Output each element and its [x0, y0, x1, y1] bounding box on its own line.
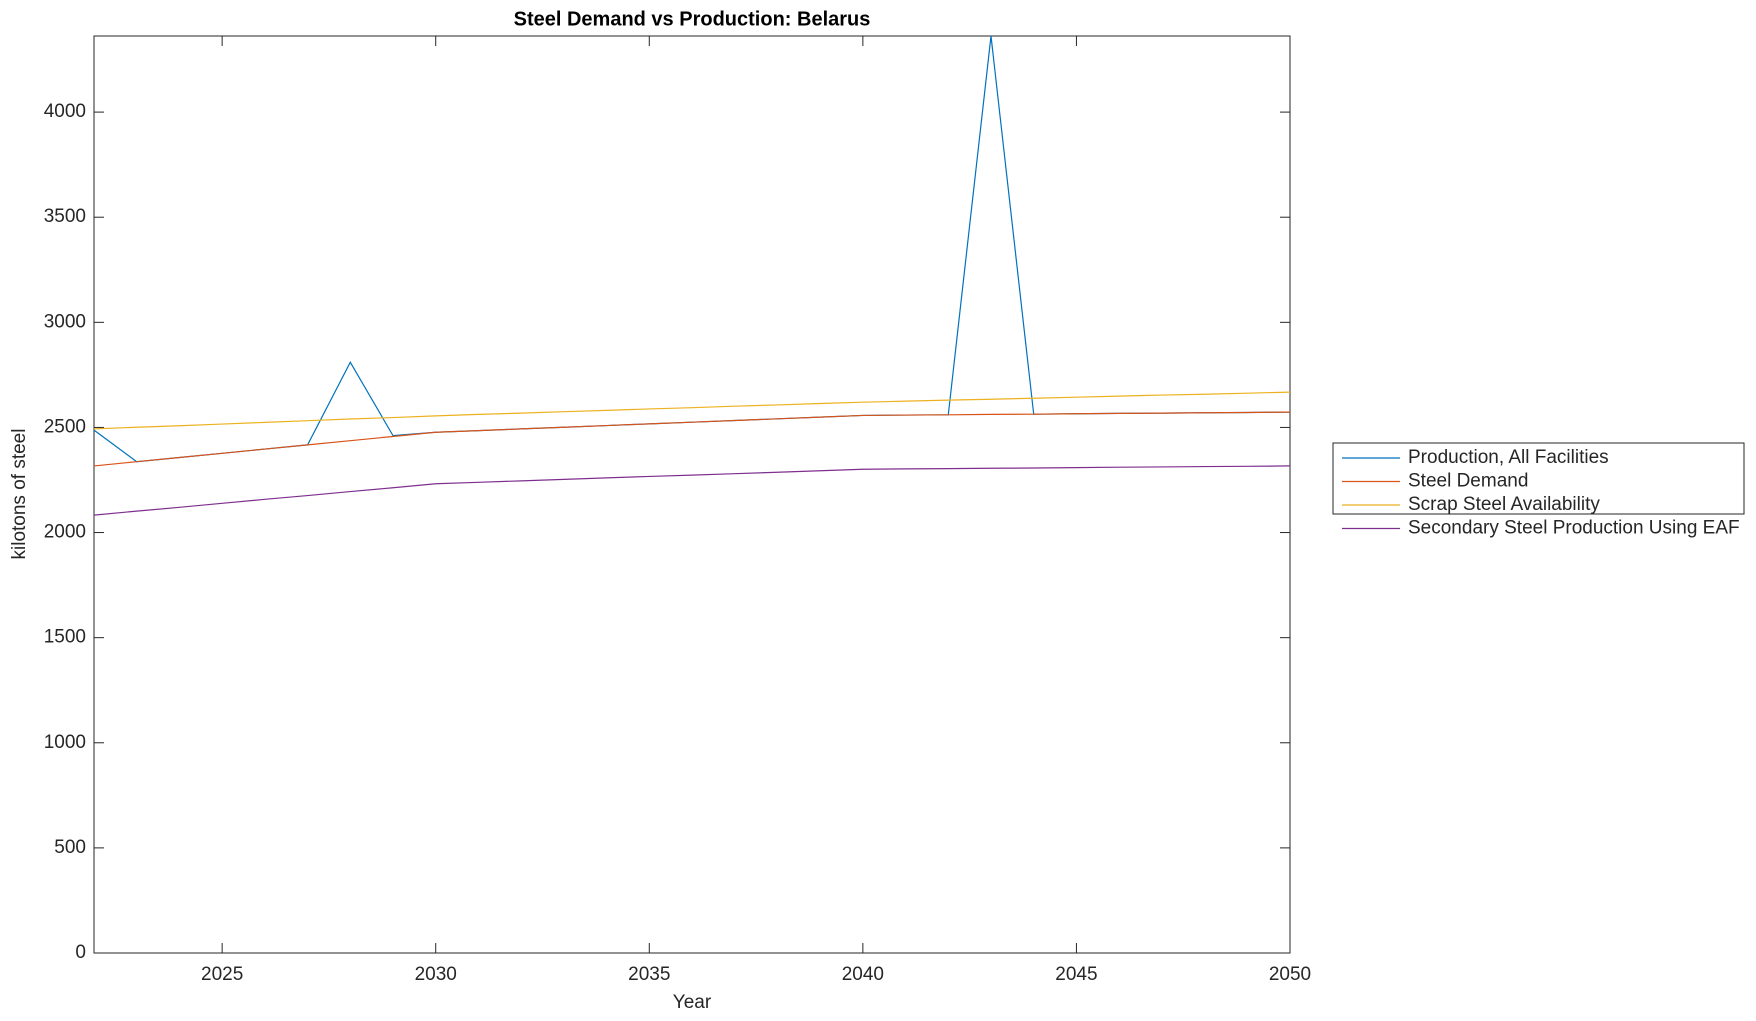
- x-axis-label: Year: [673, 992, 712, 1013]
- y-tick-label: 2000: [44, 522, 86, 543]
- series-line: [93, 465, 1291, 516]
- legend-label: Scrap Steel Availability: [1408, 494, 1600, 515]
- chart-title: Steel Demand vs Production: Belarus: [514, 8, 871, 30]
- x-tick-label: 2030: [415, 964, 457, 985]
- legend-label: Production, All Facilities: [1408, 447, 1609, 468]
- y-tick-label: 3000: [44, 311, 86, 332]
- x-tick-label: 2025: [201, 964, 243, 985]
- legend-label: Secondary Steel Production Using EAF: [1408, 518, 1740, 539]
- y-tick-label: 0: [75, 942, 86, 963]
- series-line: [93, 411, 1291, 467]
- y-axis-label: kilotons of steel: [9, 429, 30, 560]
- x-tick-label: 2035: [628, 964, 670, 985]
- y-tick-label: 4000: [44, 101, 86, 122]
- y-tick-label: 2500: [44, 416, 86, 437]
- y-tick-label: 1500: [44, 627, 86, 648]
- y-tick-label: 500: [54, 837, 86, 858]
- legend-label: Steel Demand: [1408, 471, 1528, 492]
- plot-box: [93, 35, 1291, 954]
- legend-box: [1332, 442, 1745, 515]
- x-tick-label: 2045: [1055, 964, 1097, 985]
- x-tick-label: 2040: [842, 964, 884, 985]
- y-tick-label: 3500: [44, 206, 86, 227]
- x-tick-label: 2050: [1269, 964, 1311, 985]
- series-line: [93, 391, 1291, 430]
- y-tick-label: 1000: [44, 732, 86, 753]
